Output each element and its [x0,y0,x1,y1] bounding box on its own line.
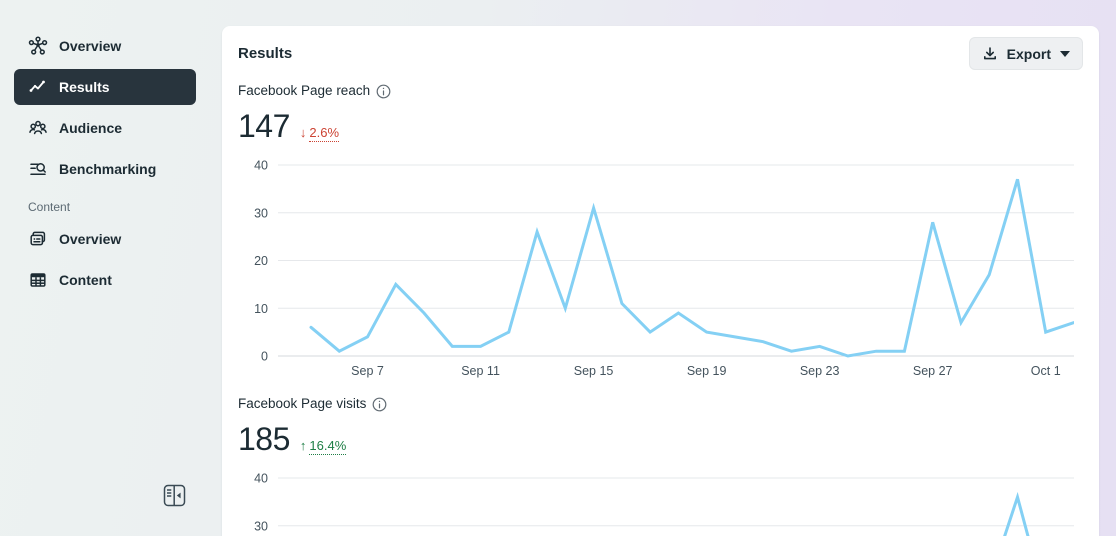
sidebar-item-label: Content [59,272,112,288]
svg-text:Sep 7: Sep 7 [351,364,384,378]
svg-text:Oct 1: Oct 1 [1031,364,1061,378]
info-icon[interactable] [376,84,391,99]
posts-icon [28,229,48,249]
metric-reach: Facebook Page reach 147 ↓ 2.6% 0 10 20 30 40… [238,81,1083,389]
metric-change-percent: 16.4% [309,438,347,455]
sidebar-item-label: Audience [59,120,123,136]
metric-visits: Facebook Page visits 185 ↑ 16.4% 0102030… [238,394,1083,536]
svg-text:Sep 27: Sep 27 [913,364,953,378]
sidebar-item-benchmarking[interactable]: Benchmarking [14,151,196,187]
svg-text:Sep 11: Sep 11 [461,364,500,378]
arrow-down-icon: ↓ [299,125,307,140]
svg-text:Sep 15: Sep 15 [574,364,614,378]
svg-text:20: 20 [254,254,268,268]
collapse-sidebar-icon [163,484,186,510]
network-overview-icon [28,36,48,56]
arrow-up-icon: ↑ [299,438,307,453]
sidebar: Overview Results Audience [0,0,210,536]
metric-change-percent: 2.6% [309,125,340,142]
metric-label: Facebook Page visits [238,396,367,411]
sidebar-item-label: Overview [59,38,122,54]
export-label: Export [1006,45,1051,62]
sidebar-item-overview[interactable]: Overview [14,28,196,64]
svg-text:30: 30 [254,206,268,220]
sidebar-item-audience[interactable]: Audience [14,110,196,146]
collapse-sidebar-button[interactable] [163,484,186,507]
sidebar-item-label: Benchmarking [59,161,157,177]
metric-change-badge[interactable]: ↑ 16.4% [299,438,347,455]
sidebar-item-results[interactable]: Results [14,69,196,105]
metric-value: 185 [238,421,290,457]
sidebar-item-label: Results [59,79,110,95]
panel-header: Results Export [238,37,1083,70]
page-title: Results [238,45,293,62]
export-button[interactable]: Export [968,37,1083,70]
svg-text:40: 40 [254,472,268,486]
metric-label: Facebook Page reach [238,83,371,98]
svg-text:10: 10 [254,302,268,316]
info-icon[interactable] [372,397,387,412]
svg-text:Sep 23: Sep 23 [800,364,840,378]
table-icon [28,270,48,290]
svg-text:0: 0 [261,350,268,364]
svg-text:Sep 19: Sep 19 [687,364,727,378]
metric-value: 147 [238,108,290,144]
line-chart-icon [28,77,48,97]
metric-change-badge[interactable]: ↓ 2.6% [299,125,340,142]
sidebar-item-label: Overview [59,231,122,247]
download-icon [982,46,998,62]
svg-text:30: 30 [254,519,268,533]
chevron-down-icon [1060,50,1070,57]
reach-line-chart[interactable]: 0 10 20 30 40 Sep 7 Sep 11 Sep 15 Sep 19 Sep 23 Se… [238,157,1074,389]
results-panel: Results Export Facebook Page reach [222,26,1099,536]
sidebar-section-label: Content [28,200,71,214]
search-list-icon [28,159,48,179]
sidebar-item-content-overview[interactable]: Overview [14,221,196,257]
sidebar-item-content[interactable]: Content [14,262,196,298]
svg-text:40: 40 [254,159,268,173]
people-icon [28,118,48,138]
